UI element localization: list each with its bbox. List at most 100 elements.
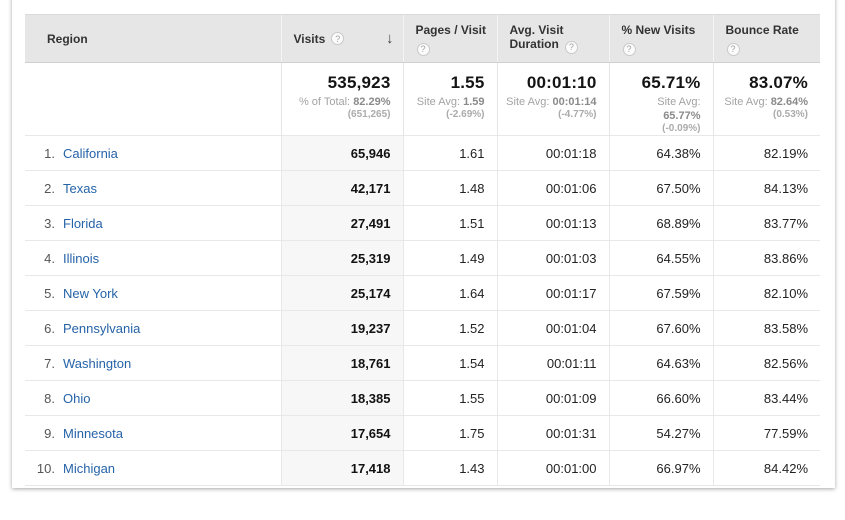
region-cell: 10. Michigan (25, 450, 281, 486)
avg-duration-cell: 00:01:09 (496, 380, 609, 416)
region-cell: 4. Illinois (25, 240, 281, 276)
column-header-pages-visit[interactable]: Pages / Visit ? (402, 14, 497, 63)
column-label: % New Visits (621, 23, 696, 37)
row-rank: 8. (44, 390, 55, 406)
avg-duration-cell: 00:01:03 (496, 240, 609, 276)
region-link[interactable]: Ohio (63, 390, 91, 406)
visits-cell: 17,654 (280, 415, 403, 451)
column-header-region[interactable]: Region (25, 14, 281, 63)
region-cell: 3. Florida (25, 205, 281, 241)
pages-visit-cell: 1.75 (402, 415, 497, 451)
column-header-row: Region Visits ? ↓ Pages / Visit ? (25, 14, 820, 63)
percent-of-total: % of Total: 82.29% (298, 96, 391, 108)
new-visits-cell: 67.59% (608, 275, 713, 311)
region-link[interactable]: Minnesota (63, 425, 123, 441)
bounce-rate-cell: 82.56% (712, 345, 820, 381)
region-cell: 9. Minnesota (25, 415, 281, 451)
new-visits-cell: 67.50% (608, 170, 713, 206)
table-row: 10. Michigan 17,418 1.43 00:01:00 66.97% … (25, 450, 820, 486)
new-visits-cell: 67.60% (608, 310, 713, 346)
region-link[interactable]: Illinois (63, 250, 100, 266)
row-rank: 1. (44, 145, 55, 161)
avg-duration-cell: 00:01:04 (496, 310, 609, 346)
help-icon[interactable]: ? (331, 32, 345, 45)
region-cell: 1. California (25, 135, 281, 171)
help-icon[interactable]: ? (726, 42, 740, 56)
pages-visit-cell: 1.48 (402, 170, 497, 206)
summary-pages-visit-cell: 1.55 Site Avg: 1.59 (-2.69%) (402, 62, 497, 136)
row-rank: 5. (44, 285, 55, 301)
column-header-new-visits[interactable]: % New Visits ? (608, 14, 713, 63)
bounce-rate-cell: 82.10% (712, 275, 820, 311)
row-rank: 9. (44, 425, 55, 441)
total-sessions: (651,265) (347, 109, 391, 120)
avg-duration-cell: 00:01:31 (496, 415, 609, 451)
region-link[interactable]: New York (63, 285, 118, 301)
row-rank: 4. (44, 250, 55, 266)
column-label: Bounce Rate (725, 23, 799, 37)
summary-bounce-rate-cell: 83.07% Site Avg: 82.64% (0.53%) (712, 62, 820, 136)
new-visits-cell: 54.27% (608, 415, 713, 451)
summary-new-visits-cell: 65.71% Site Avg: 65.77% (-0.09%) (608, 62, 713, 136)
column-header-avg-visit-duration[interactable]: Avg. Visit Duration? (496, 14, 609, 63)
region-link[interactable]: Pennsylvania (63, 320, 141, 336)
column-label: Pages / Visit (415, 23, 486, 37)
total-visits-value: 535,923 (327, 73, 391, 92)
region-link[interactable]: Florida (63, 215, 103, 231)
help-icon[interactable]: ? (416, 42, 430, 56)
new-visits-cell: 66.97% (608, 450, 713, 486)
pages-visit-cell: 1.49 (402, 240, 497, 276)
region-link[interactable]: Texas (63, 180, 97, 196)
new-visits-cell: 66.60% (608, 380, 713, 416)
totals-summary-row: 535,923 % of Total: 82.29% (651,265) 1.5… (25, 62, 820, 136)
region-cell: 7. Washington (25, 345, 281, 381)
region-cell: 6. Pennsylvania (25, 310, 281, 346)
visits-cell: 25,319 (280, 240, 403, 276)
visits-cell: 65,946 (280, 135, 403, 171)
summary-visits-cell: 535,923 % of Total: 82.29% (651,265) (280, 62, 403, 136)
sort-descending-icon[interactable]: ↓ (386, 29, 394, 47)
bounce-rate-cell: 83.86% (712, 240, 820, 276)
table-row: 8. Ohio 18,385 1.55 00:01:09 66.60% 83.44… (25, 380, 820, 416)
new-visits-cell: 64.63% (608, 345, 713, 381)
column-label: Visits (293, 31, 326, 46)
bounce-rate-cell: 83.77% (712, 205, 820, 241)
avg-duration-cell: 00:01:13 (496, 205, 609, 241)
table-row: 6. Pennsylvania 19,237 1.52 00:01:04 67.6… (25, 310, 820, 346)
region-link[interactable]: California (63, 145, 118, 161)
pages-visit-cell: 1.64 (402, 275, 497, 311)
help-icon[interactable]: ? (622, 42, 636, 56)
bounce-rate-cell: 77.59% (712, 415, 820, 451)
summary-avg-duration-cell: 00:01:10 Site Avg: 00:01:14 (-4.77%) (496, 62, 609, 136)
avg-duration-cell: 00:01:00 (496, 450, 609, 486)
bounce-rate-cell: 82.19% (712, 135, 820, 171)
pages-visit-cell: 1.43 (402, 450, 497, 486)
column-header-bounce-rate[interactable]: Bounce Rate ? (712, 14, 820, 63)
help-icon[interactable]: ? (564, 40, 578, 54)
visits-cell: 25,174 (280, 275, 403, 311)
pages-visit-cell: 1.55 (402, 380, 497, 416)
regions-data-table: Region Visits ? ↓ Pages / Visit ? (25, 14, 820, 486)
region-link[interactable]: Michigan (63, 460, 116, 476)
avg-duration-cell: 00:01:11 (496, 345, 609, 381)
bounce-rate-cell: 83.58% (712, 310, 820, 346)
row-rank: 6. (44, 320, 55, 336)
table-body: 535,923 % of Total: 82.29% (651,265) 1.5… (25, 62, 820, 486)
avg-duration-cell: 00:01:18 (496, 135, 609, 171)
pages-visit-cell: 1.52 (402, 310, 497, 346)
avg-duration-cell: 00:01:06 (496, 170, 609, 206)
row-rank: 10. (36, 460, 55, 476)
region-cell: 2. Texas (25, 170, 281, 206)
region-cell: 5. New York (25, 275, 281, 311)
region-link[interactable]: Washington (63, 355, 132, 371)
column-header-visits[interactable]: Visits ? ↓ (280, 14, 403, 63)
row-rank: 2. (44, 180, 55, 196)
bounce-rate-cell: 84.13% (712, 170, 820, 206)
table-row: 7. Washington 18,761 1.54 00:01:11 64.63%… (25, 345, 820, 381)
report-card: Region Visits ? ↓ Pages / Visit ? (12, 0, 835, 488)
table-row: 2. Texas 42,171 1.48 00:01:06 67.50% 84.1… (25, 170, 820, 206)
column-label: Region (47, 31, 88, 46)
visits-cell: 19,237 (280, 310, 403, 346)
visits-cell: 18,761 (280, 345, 403, 381)
